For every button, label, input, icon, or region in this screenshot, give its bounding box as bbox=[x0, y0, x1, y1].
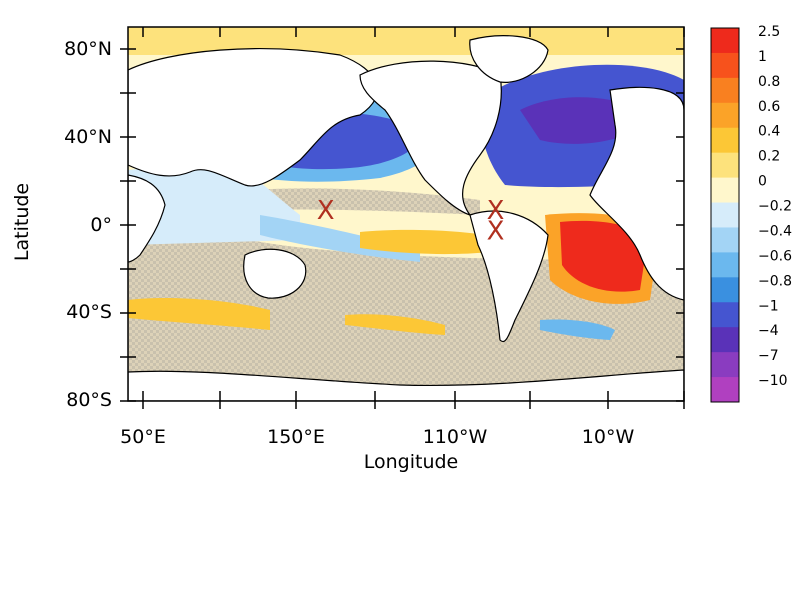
map-frame bbox=[127, 26, 685, 402]
colorbar-label: 0.4 bbox=[758, 124, 780, 140]
colorbar-swatch bbox=[711, 152, 739, 179]
colorbar-label: −10 bbox=[758, 373, 788, 389]
colorbar-swatch bbox=[711, 377, 739, 403]
colorbar-swatch bbox=[711, 252, 739, 278]
lon-tick-label: 110°W bbox=[423, 426, 488, 448]
colorbar-swatch bbox=[711, 127, 739, 154]
lat-tick-label: 40°S bbox=[66, 301, 112, 323]
colorbar: 2.5 1 0.8 0.6 0.4 0.2 0 −0.2 −0.4 −0.6 −0.8 −1 −4 −7 −… bbox=[710, 24, 792, 403]
colorbar-label: −0.6 bbox=[758, 248, 792, 264]
lon-tick-label: 10°W bbox=[582, 426, 635, 448]
lat-tick-label: 0° bbox=[90, 214, 112, 236]
colorbar-label: 0.6 bbox=[758, 99, 780, 115]
land-masses bbox=[128, 35, 684, 401]
lat-tick-label: 80°S bbox=[66, 389, 112, 411]
lat-tick-label: 80°N bbox=[64, 38, 112, 60]
africa-land bbox=[128, 174, 166, 263]
australia-land bbox=[243, 248, 307, 299]
antarctica-land bbox=[128, 369, 684, 401]
colorbar-swatch bbox=[711, 77, 739, 104]
lon-tick-labels: 50°E 150°E 110°W 10°W bbox=[120, 426, 634, 448]
colorbar-swatch bbox=[711, 28, 739, 54]
greenland-land bbox=[469, 35, 549, 83]
colorbar-label: −4 bbox=[758, 323, 779, 339]
lat-tick-labels: 80°N 40°N 0° 40°S 80°S bbox=[64, 38, 112, 411]
eurasia-land bbox=[128, 48, 378, 187]
colorbar-label: 0 bbox=[758, 174, 767, 190]
colorbar-swatch bbox=[711, 352, 739, 378]
x-marker: X bbox=[487, 217, 505, 247]
colorbar-label: −0.4 bbox=[758, 223, 792, 239]
europe-africa-land bbox=[589, 86, 684, 301]
colorbar-swatch bbox=[711, 52, 739, 79]
lat-tick-label: 40°N bbox=[64, 126, 112, 148]
colorbar-frame bbox=[710, 27, 740, 403]
colorbar-label: 1 bbox=[758, 49, 767, 65]
colorbar-swatch bbox=[711, 327, 739, 353]
colorbar-swatch bbox=[711, 227, 739, 253]
axis-ticks bbox=[120, 27, 685, 409]
colorbar-swatch bbox=[711, 277, 739, 303]
colorbar-label: −1 bbox=[758, 298, 779, 314]
colorbar-swatch bbox=[711, 202, 739, 228]
lon-tick-label: 150°E bbox=[267, 426, 325, 448]
colorbar-label: 0.8 bbox=[758, 74, 780, 90]
x-axis-title: Longitude bbox=[364, 451, 459, 473]
colorbar-label: −0.2 bbox=[758, 199, 792, 215]
lon-tick-label: 50°E bbox=[120, 426, 166, 448]
colorbar-swatch bbox=[711, 302, 739, 328]
south-america-land bbox=[469, 210, 549, 343]
colorbar-swatch bbox=[711, 177, 739, 204]
colorbar-label: 0.2 bbox=[758, 149, 780, 165]
y-axis-title: Latitude bbox=[11, 183, 33, 261]
colorbar-swatch bbox=[711, 102, 739, 129]
markers: X XX bbox=[317, 196, 505, 247]
colorbar-label: 2.5 bbox=[758, 24, 780, 40]
colorbar-label: −7 bbox=[758, 348, 779, 364]
x-marker: X bbox=[487, 196, 505, 226]
colorbar-label: −0.8 bbox=[758, 273, 792, 289]
x-marker: X bbox=[317, 196, 335, 226]
